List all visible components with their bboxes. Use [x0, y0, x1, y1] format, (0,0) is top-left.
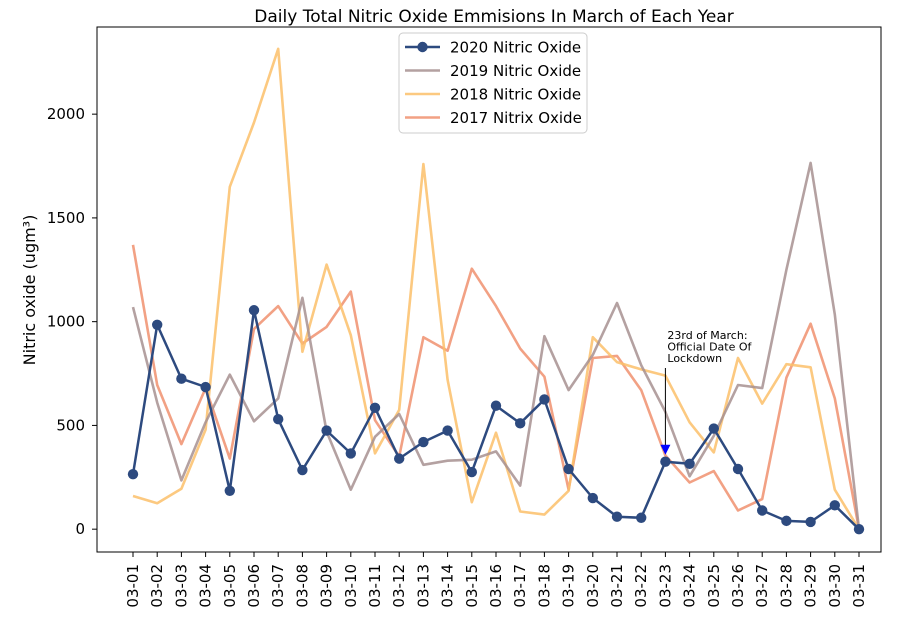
- data-point: [757, 505, 768, 516]
- data-point: [539, 394, 550, 405]
- data-point: [563, 463, 574, 475]
- x-tick-label: 03-11: [366, 564, 384, 608]
- annotation-text-line: Official Date Of: [667, 341, 752, 354]
- x-tick-label: 03-19: [560, 564, 578, 608]
- data-point: [781, 515, 792, 527]
- x-tick-label: 03-17: [511, 564, 529, 608]
- x-tick-label: 03-05: [221, 564, 239, 608]
- x-tick-label: 03-27: [753, 564, 771, 608]
- data-point: [587, 492, 598, 504]
- x-tick-label: 03-20: [584, 564, 602, 608]
- x-tick-label: 03-12: [390, 564, 408, 608]
- data-point: [321, 425, 332, 436]
- x-tick-label: 03-01: [124, 564, 142, 608]
- legend-frame: [398, 32, 588, 134]
- data-point: [490, 400, 502, 411]
- data-point: [345, 448, 356, 459]
- data-point: [660, 456, 671, 467]
- data-point: [297, 464, 308, 476]
- data-point: [466, 466, 477, 478]
- y-tick-label: 0: [75, 520, 85, 538]
- x-tick-label: 03-24: [681, 564, 699, 608]
- x-tick-label: 03-29: [802, 564, 820, 608]
- data-point: [248, 305, 260, 316]
- x-tick-label: 03-21: [608, 564, 626, 608]
- x-tick-label: 03-30: [826, 564, 844, 608]
- legend: 2020 Nitric Oxide 2019 Nitric Oxide 2018 N…: [398, 32, 588, 134]
- data-point: [732, 463, 744, 475]
- data-point: [515, 418, 526, 429]
- x-tick-label: 03-18: [535, 564, 553, 608]
- data-point: [200, 381, 211, 393]
- data-point: [829, 500, 840, 511]
- plot-area-frame: [96, 26, 882, 553]
- x-tick-label: 03-28: [777, 564, 795, 608]
- data-point: [684, 458, 695, 470]
- x-tick-label: 03-14: [439, 564, 457, 608]
- data-point: [611, 511, 623, 522]
- annotation-text-line: 23rd of March:: [667, 329, 747, 342]
- legend-entry-label: 2017 Nitrix Oxide: [450, 109, 582, 127]
- series-line: [131, 244, 861, 530]
- x-tick-label: 03-16: [487, 564, 505, 608]
- data-point: [369, 402, 381, 413]
- data-point: [224, 485, 235, 496]
- data-point: [394, 453, 405, 464]
- axes-layer: 0 500 1000 1500 2000 03-01 03-02 03-03 03-04 03-0…: [47, 105, 868, 607]
- x-tick-label: 03-03: [172, 564, 190, 608]
- legend-entry-label: 2020 Nitric Oxide: [450, 39, 581, 57]
- data-point: [273, 413, 284, 425]
- series-3: [131, 244, 861, 530]
- x-tick-label: 03-10: [342, 564, 360, 608]
- series-line: [132, 47, 861, 530]
- data-point: [805, 516, 816, 528]
- x-tick-label: 03-08: [293, 564, 311, 608]
- series-1: [131, 161, 861, 530]
- x-tick-label: 03-23: [656, 564, 674, 608]
- legend-swatch-marker: [417, 41, 428, 53]
- data-point: [127, 468, 139, 480]
- legend-entry-label: 2019 Nitric Oxide: [450, 62, 581, 80]
- x-tick-label: 03-15: [463, 564, 481, 608]
- y-axis-label: Nitric oxide (ugm³): [20, 215, 39, 366]
- x-tick-label: 03-09: [318, 564, 336, 608]
- x-tick-label: 03-07: [269, 564, 287, 608]
- x-tick-label: 03-26: [729, 564, 747, 608]
- data-point: [152, 319, 163, 330]
- chart-title: Daily Total Nitric Oxide Emmisions In Ma…: [254, 7, 733, 27]
- x-tick-label: 03-13: [414, 564, 432, 608]
- x-tick-label: 03-31: [850, 564, 868, 608]
- x-tick-label: 03-04: [197, 564, 215, 608]
- data-point: [176, 373, 187, 384]
- y-tick-label: 1500: [47, 209, 85, 227]
- x-tick-label: 03-25: [705, 564, 723, 608]
- x-tick-label: 03-06: [245, 564, 263, 608]
- legend-entry-label: 2018 Nitric Oxide: [450, 86, 581, 104]
- data-point: [853, 523, 865, 535]
- data-point: [418, 436, 429, 448]
- y-tick-label: 500: [56, 416, 85, 434]
- y-tick-label: 1000: [47, 313, 85, 331]
- annotation-text-line: Lockdown: [667, 352, 722, 365]
- y-tick-label: 2000: [47, 105, 85, 123]
- x-tick-label: 03-22: [632, 564, 650, 608]
- series-line: [131, 161, 861, 530]
- series-layer: [127, 47, 865, 535]
- series-2: [132, 47, 861, 530]
- x-tick-label: 03-02: [148, 564, 166, 608]
- data-point: [708, 423, 719, 434]
- data-point: [442, 425, 453, 436]
- data-point: [636, 512, 647, 523]
- annotation-arrowhead: [660, 444, 671, 455]
- series-0: [127, 305, 865, 535]
